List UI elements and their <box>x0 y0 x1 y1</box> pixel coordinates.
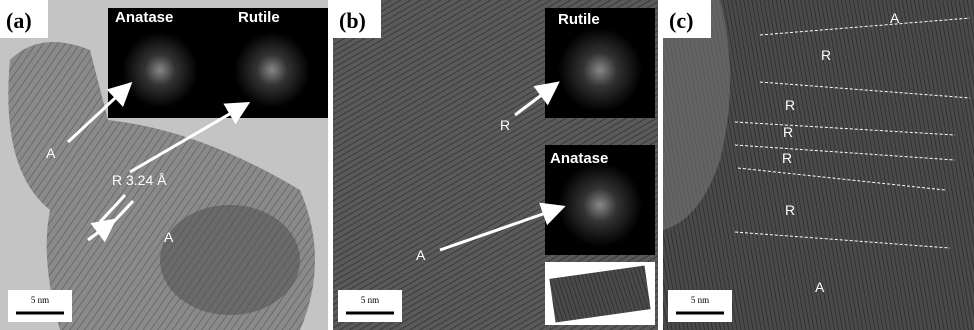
figure: Anatase Rutile (a) A R 3.24 Å A 5 nm Rut… <box>0 0 974 330</box>
fft <box>122 32 198 108</box>
annotation: R <box>821 47 831 63</box>
annotation: R <box>783 124 793 140</box>
panel-label: (c) <box>669 8 693 33</box>
annotation: R <box>500 117 510 133</box>
fft <box>234 32 310 108</box>
inset-label: Anatase <box>550 150 608 167</box>
annotation: R <box>782 150 792 166</box>
scale-bar-label: 5 nm <box>31 295 49 305</box>
scale-bar-label: 5 nm <box>691 295 709 305</box>
annotation: A <box>416 247 426 263</box>
dark-region <box>160 205 300 315</box>
annotation: A <box>164 229 174 245</box>
inset-label: Rutile <box>238 9 280 26</box>
scale-bar-label: 5 nm <box>361 295 379 305</box>
annotation: R 3.24 Å <box>112 172 167 188</box>
panel-b: Rutile Anatase (b) R A 5 nm <box>333 0 658 330</box>
fft <box>558 163 642 247</box>
inset-label: Rutile <box>558 11 600 28</box>
fft <box>558 28 642 112</box>
inset-label: Anatase <box>115 9 173 26</box>
annotation: A <box>815 279 825 295</box>
panel-a: Anatase Rutile (a) A R 3.24 Å A 5 nm <box>0 0 328 330</box>
panel-c: (c) A R R R R R A 5 nm <box>663 0 974 330</box>
annotation: R <box>785 202 795 218</box>
annotation: R <box>785 97 795 113</box>
panel-label: (b) <box>339 8 366 33</box>
annotation: A <box>890 10 900 26</box>
panel-label: (a) <box>6 8 32 33</box>
annotation: A <box>46 145 56 161</box>
